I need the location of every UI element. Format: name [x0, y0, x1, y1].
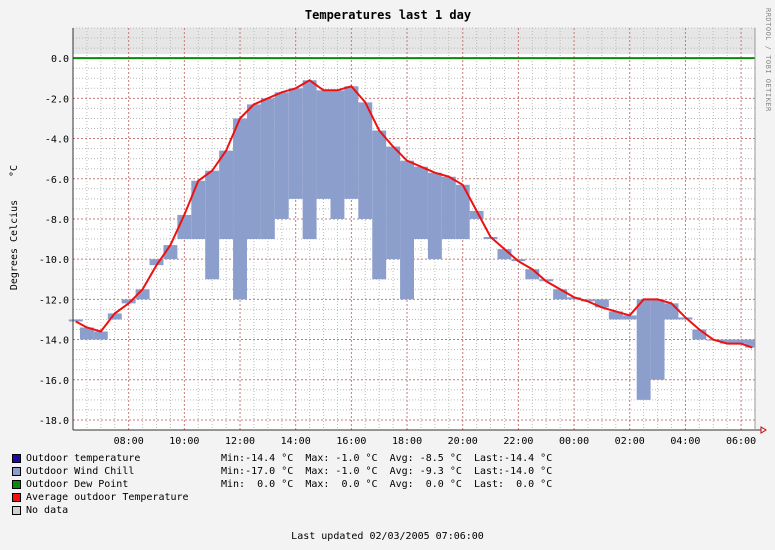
- legend-swatch: [12, 467, 21, 476]
- x-tick-label: 00:00: [559, 436, 589, 447]
- x-tick-label: 10:00: [169, 436, 199, 447]
- legend: Outdoor temperature Min:-14.4 °C Max: -1…: [12, 452, 552, 517]
- legend-stats: Min:-14.4 °C Max: -1.0 °C Avg: -8.5 °C L…: [221, 453, 553, 464]
- wind-chill-bar: [400, 160, 414, 300]
- wind-chill-bars: [68, 80, 755, 400]
- y-axis-unit: °C: [9, 165, 20, 177]
- wind-chill-bar: [316, 90, 331, 199]
- wind-chill-bar: [622, 315, 637, 320]
- axes: [72, 28, 767, 434]
- y-tick-label: -18.0: [39, 416, 69, 427]
- temperature-lines: [75, 79, 753, 349]
- x-tick-label: 20:00: [448, 436, 478, 447]
- wind-chill-bar: [427, 172, 442, 260]
- wind-chill-bar: [497, 249, 512, 260]
- x-tick-label: 18:00: [392, 436, 422, 447]
- wind-chill-bar: [650, 299, 665, 380]
- y-tick-label: -12.0: [39, 295, 69, 306]
- x-tick-labels: 08:00 10:00 12:00 14:00 16:00 18:00 20:00 22:00…: [114, 436, 757, 447]
- x-tick-label: 02:00: [615, 436, 645, 447]
- legend-swatch: [12, 506, 21, 515]
- wind-chill-bar: [246, 104, 261, 240]
- wind-chill-bar: [441, 176, 456, 240]
- wind-chill-bar: [553, 289, 568, 300]
- wind-chill-bar: [734, 339, 749, 344]
- chart-title: Temperatures last 1 day: [305, 8, 471, 22]
- legend-row-wind-chill: Outdoor Wind Chill Min:-17.0 °C Max: -1.…: [12, 465, 552, 478]
- legend-label: Outdoor Dew Point: [26, 479, 129, 490]
- x-tick-label: 22:00: [503, 436, 533, 447]
- x-tick-label: 14:00: [281, 436, 311, 447]
- wind-chill-bar: [274, 92, 289, 219]
- legend-row-no-data: No data: [12, 504, 552, 517]
- wind-chill-bar: [93, 331, 108, 340]
- wind-chill-bar: [344, 86, 359, 199]
- legend-row-average-temperature: Average outdoor Temperature: [12, 491, 552, 504]
- wind-chill-bar: [191, 180, 206, 240]
- wind-chill-bar: [720, 339, 735, 344]
- wind-chill-bar: [594, 299, 609, 308]
- wind-chill-bar: [107, 313, 122, 320]
- wind-chill-bar: [149, 259, 164, 266]
- legend-swatch: [12, 454, 21, 463]
- wind-chill-bar: [525, 269, 540, 280]
- wind-chill-bar: [567, 297, 582, 300]
- y-tick-label: -14.0: [39, 336, 69, 347]
- x-tick-label: 16:00: [336, 436, 366, 447]
- wind-chill-bar: [414, 166, 428, 240]
- y-tick-label: -4.0: [45, 135, 69, 146]
- average-temperature-series: [75, 79, 753, 349]
- wind-chill-bar: [135, 289, 150, 300]
- y-tick-label: -10.0: [39, 255, 69, 266]
- wind-chill-bar: [330, 90, 345, 219]
- wind-chill-bar: [455, 184, 470, 240]
- wind-chill-bar: [79, 327, 94, 340]
- x-tick-label: 04:00: [670, 436, 700, 447]
- wind-chill-bar: [288, 88, 303, 199]
- legend-swatch: [12, 493, 21, 502]
- x-tick-label: 12:00: [225, 436, 255, 447]
- wind-chill-bar: [372, 130, 387, 280]
- last-updated: Last updated 02/03/2005 07:06:00: [291, 531, 484, 542]
- y-tick-labels: 0.0 -2.0 -4.0 -6.0 -8.0 -10.0 -12.0 -14.0 -16.0 -…: [39, 54, 69, 427]
- legend-row-outdoor-temperature: Outdoor temperature Min:-14.4 °C Max: -1…: [12, 452, 552, 465]
- wind-chill-bar: [386, 146, 401, 260]
- wind-chill-bar: [68, 319, 83, 322]
- wind-chill-bar: [205, 170, 220, 280]
- wind-chill-bar: [664, 303, 679, 320]
- x-axis-arrow: [760, 426, 767, 434]
- legend-swatch: [12, 480, 21, 489]
- y-tick-label: 0.0: [51, 54, 69, 65]
- wind-chill-bar: [219, 150, 234, 240]
- wind-chill-bar: [608, 311, 623, 320]
- y-tick-label: -8.0: [45, 215, 69, 226]
- wind-chill-bar: [233, 118, 247, 300]
- temperature-chart: Temperatures last 1 day 0.0 -2.0 -4.0 -6.0 -…: [9, 8, 767, 447]
- x-tick-label: 06:00: [726, 436, 756, 447]
- legend-stats: Min: 0.0 °C Max: 0.0 °C Avg: 0.0 °C Last…: [221, 479, 553, 490]
- legend-label: Outdoor Wind Chill: [26, 466, 135, 477]
- wind-chill-bar: [358, 102, 373, 219]
- y-axis-label: Degrees Celcius: [9, 200, 20, 290]
- rrdtool-credit: RRDTOOL / TOBI OETIKER: [764, 8, 772, 112]
- wind-chill-bar: [302, 80, 317, 240]
- legend-label: Outdoor temperature: [26, 453, 141, 464]
- x-tick-label: 08:00: [114, 436, 144, 447]
- legend-label: Average outdoor Temperature: [26, 492, 189, 503]
- wind-chill-bar: [260, 98, 275, 240]
- wind-chill-bar: [469, 210, 484, 219]
- y-tick-label: -6.0: [45, 175, 69, 186]
- wind-chill-bar: [636, 299, 651, 400]
- wind-chill-bar: [692, 329, 707, 340]
- no-data-area: [73, 28, 755, 55]
- y-tick-label: -16.0: [39, 376, 69, 387]
- legend-row-dew-point: Outdoor Dew Point Min: 0.0 °C Max: 0.0 °…: [12, 478, 552, 491]
- wind-chill-bar: [745, 339, 755, 348]
- y-tick-label: -2.0: [45, 94, 69, 105]
- wind-chill-bar: [121, 299, 136, 304]
- legend-label: No data: [26, 505, 69, 516]
- no-data-band: [73, 28, 755, 55]
- legend-stats: Min:-17.0 °C Max: -1.0 °C Avg: -9.3 °C L…: [221, 466, 553, 477]
